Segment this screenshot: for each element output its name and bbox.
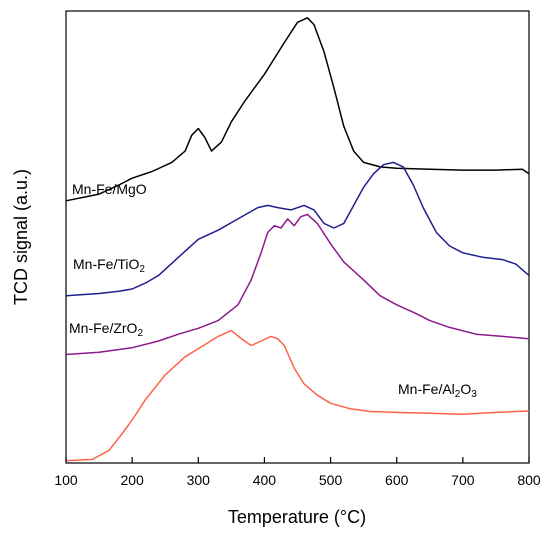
x-tick-label: 800 [517, 472, 541, 488]
x-tick-label: 100 [54, 472, 78, 488]
label-text: Mn-Fe/Al [398, 381, 455, 397]
x-axis-ticks: 100 200 300 400 500 600 700 800 [54, 457, 541, 488]
label-mn-fe-tio2: Mn-Fe/TiO2 [73, 256, 145, 275]
curve-mn-fe-tio2 [65, 161, 530, 297]
series-curves [65, 17, 530, 462]
x-tick-label: 400 [253, 472, 277, 488]
label-mn-fe-al2o3: Mn-Fe/Al2O3 [398, 381, 477, 400]
label-mn-fe-mgo: Mn-Fe/MgO [72, 181, 147, 197]
y-axis-title: TCD signal (a.u.) [11, 169, 31, 305]
x-tick-label: 500 [319, 472, 343, 488]
label-mn-fe-zro2: Mn-Fe/ZrO2 [69, 320, 143, 339]
x-tick-label: 700 [451, 472, 475, 488]
plot-frame [65, 10, 530, 464]
curve-mn-fe-zro2 [65, 213, 530, 356]
x-tick-label: 200 [120, 472, 144, 488]
curve-mn-fe-mgo [65, 17, 530, 202]
label-text: O [460, 381, 471, 397]
label-subscript: 2 [137, 328, 143, 339]
label-subscript: 2 [139, 264, 145, 275]
x-tick-label: 600 [385, 472, 409, 488]
x-tick-label: 300 [187, 472, 211, 488]
label-text: Mn-Fe/TiO [73, 256, 139, 272]
label-text: Mn-Fe/MgO [72, 181, 147, 197]
label-subscript: 2 [455, 389, 461, 400]
x-axis-title: Temperature (°C) [228, 507, 366, 527]
label-text: Mn-Fe/ZrO [69, 320, 138, 336]
curve-mn-fe-al2o3 [65, 329, 530, 462]
label-subscript: 3 [471, 389, 477, 400]
